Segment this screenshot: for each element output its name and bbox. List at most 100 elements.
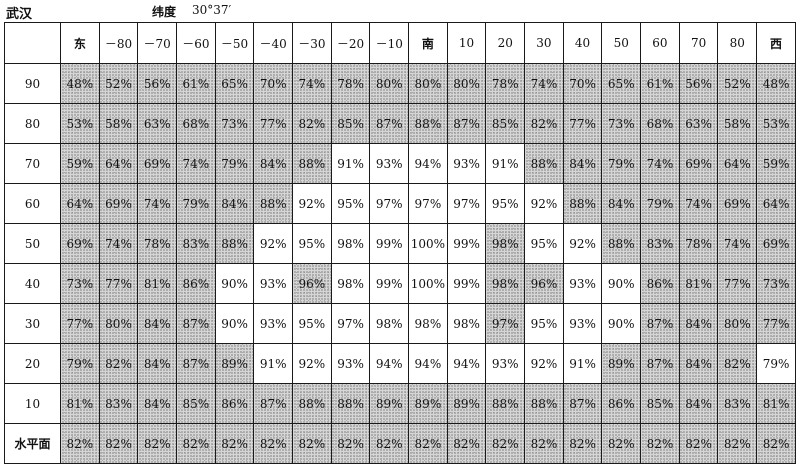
table-cell: 64% bbox=[60, 183, 100, 224]
column-header: 西 bbox=[756, 22, 796, 64]
table-cell: 56% bbox=[137, 63, 178, 104]
table-cell: 77% bbox=[60, 303, 100, 344]
table-cell: 84% bbox=[214, 183, 255, 224]
column-header: 80 bbox=[717, 22, 758, 64]
table-cell: 83% bbox=[717, 383, 758, 424]
table-cell: 95% bbox=[292, 303, 332, 344]
table-cell: 88% bbox=[292, 143, 332, 184]
column-header: 南 bbox=[408, 22, 448, 64]
table-cell: 86% bbox=[601, 383, 642, 424]
table-cell: 96% bbox=[524, 263, 564, 304]
table-cell: 97% bbox=[485, 303, 526, 344]
table-cell: 86% bbox=[640, 263, 680, 304]
table-cell: 86% bbox=[176, 263, 216, 304]
table-cell: 79% bbox=[176, 183, 216, 224]
table-cell: 59% bbox=[756, 143, 796, 184]
table-cell: 63% bbox=[678, 103, 719, 144]
table-cell: 59% bbox=[60, 143, 100, 184]
table-cell: 82% bbox=[756, 423, 796, 464]
table-cell: 92% bbox=[562, 223, 603, 264]
table-cell: 61% bbox=[640, 63, 680, 104]
table-cell: 79% bbox=[756, 343, 796, 384]
table-cell: 99% bbox=[446, 263, 487, 304]
table-cell: 87% bbox=[253, 383, 294, 424]
table-cell: 92% bbox=[253, 223, 294, 264]
table-cell: 84% bbox=[601, 183, 642, 224]
table-cell: 82% bbox=[717, 423, 758, 464]
table-cell: 61% bbox=[176, 63, 216, 104]
table-cell: 82% bbox=[214, 423, 255, 464]
table-cell: 65% bbox=[601, 63, 642, 104]
table-cell: 53% bbox=[756, 103, 796, 144]
table-cell: 69% bbox=[678, 143, 719, 184]
table-cell: 95% bbox=[485, 183, 526, 224]
table-cell: 82% bbox=[369, 423, 410, 464]
table-cell: 82% bbox=[524, 103, 564, 144]
table-cell: 93% bbox=[253, 263, 294, 304]
table-cell: 53% bbox=[60, 103, 100, 144]
table-cell: 77% bbox=[562, 103, 603, 144]
table-cell: 87% bbox=[446, 103, 487, 144]
table-cell: 77% bbox=[98, 263, 139, 304]
table-cell: 91% bbox=[330, 143, 371, 184]
column-header-row: 东－80 －70 －60 －50 －40 －30 －20 －10 南 10 20 30 40 50 60 70… bbox=[4, 22, 796, 64]
table-cell: 90% bbox=[214, 263, 255, 304]
table-cell: 93% bbox=[562, 263, 603, 304]
table-cell: 80% bbox=[408, 63, 448, 104]
table-cell: 81% bbox=[137, 263, 178, 304]
table-cell: 69% bbox=[717, 183, 758, 224]
table-cell: 97% bbox=[330, 303, 371, 344]
table-row: 60 64% 69% 74% 79% 84% 88% 92% 95% 97% 97% 97% 95% 92… bbox=[4, 183, 796, 224]
table-cell: 98% bbox=[408, 303, 448, 344]
table-cell: 88% bbox=[485, 383, 526, 424]
table-cell: 85% bbox=[330, 103, 371, 144]
table-cell: 88% bbox=[408, 103, 448, 144]
table-cell: 93% bbox=[562, 303, 603, 344]
table-cell: 93% bbox=[369, 143, 410, 184]
table-cell: 52% bbox=[717, 63, 758, 104]
column-header: 70 bbox=[678, 22, 719, 64]
table-cell: 87% bbox=[176, 303, 216, 344]
table-cell: 94% bbox=[369, 343, 410, 384]
row-label: 40 bbox=[4, 263, 61, 304]
table-cell: 93% bbox=[253, 303, 294, 344]
row-label: 20 bbox=[4, 343, 61, 384]
table-cell: 87% bbox=[176, 343, 216, 384]
table-cell: 91% bbox=[485, 143, 526, 184]
table-cell: 99% bbox=[369, 223, 410, 264]
table-cell: 84% bbox=[137, 343, 178, 384]
table-cell: 77% bbox=[756, 303, 796, 344]
table-cell: 69% bbox=[756, 223, 796, 264]
table-cell: 82% bbox=[253, 423, 294, 464]
table-cell: 89% bbox=[446, 383, 487, 424]
table-cell: 90% bbox=[601, 263, 642, 304]
table-cell: 85% bbox=[176, 383, 216, 424]
table-cell: 95% bbox=[524, 303, 564, 344]
table-row: 水平面 82% 82% 82% 82% 82% 82% 82% 82% 82% 82% 82% 82% 8… bbox=[4, 423, 796, 464]
table-cell: 82% bbox=[330, 423, 371, 464]
table-cell: 88% bbox=[253, 183, 294, 224]
table-cell: 81% bbox=[60, 383, 100, 424]
table-cell: 48% bbox=[756, 63, 796, 104]
table-cell: 80% bbox=[98, 303, 139, 344]
table-cell: 85% bbox=[640, 383, 680, 424]
table-cell: 68% bbox=[640, 103, 680, 144]
column-header: 东 bbox=[60, 22, 100, 64]
table-cell: 82% bbox=[717, 343, 758, 384]
city-name: 武汉 bbox=[6, 7, 33, 22]
table-row: 40 73% 77% 81% 86% 90% 93% 96% 98% 99% 100% 99% 98% 9… bbox=[4, 263, 796, 304]
table-cell: 95% bbox=[524, 223, 564, 264]
table-cell: 82% bbox=[524, 423, 564, 464]
table-cell: 74% bbox=[176, 143, 216, 184]
table-cell: 100% bbox=[408, 263, 448, 304]
table-cell: 82% bbox=[176, 423, 216, 464]
table-cell: 83% bbox=[640, 223, 680, 264]
table-cell: 89% bbox=[214, 343, 255, 384]
table-cell: 82% bbox=[601, 423, 642, 464]
column-header: 60 bbox=[640, 22, 680, 64]
table-cell: 83% bbox=[176, 223, 216, 264]
column-header: 10 bbox=[446, 22, 487, 64]
table-row: 70 59% 64% 69% 74% 79% 84% 88% 91% 93% 94% 93% 91% 88… bbox=[4, 143, 796, 184]
table-cell: 98% bbox=[330, 223, 371, 264]
row-label: 80 bbox=[4, 103, 61, 144]
